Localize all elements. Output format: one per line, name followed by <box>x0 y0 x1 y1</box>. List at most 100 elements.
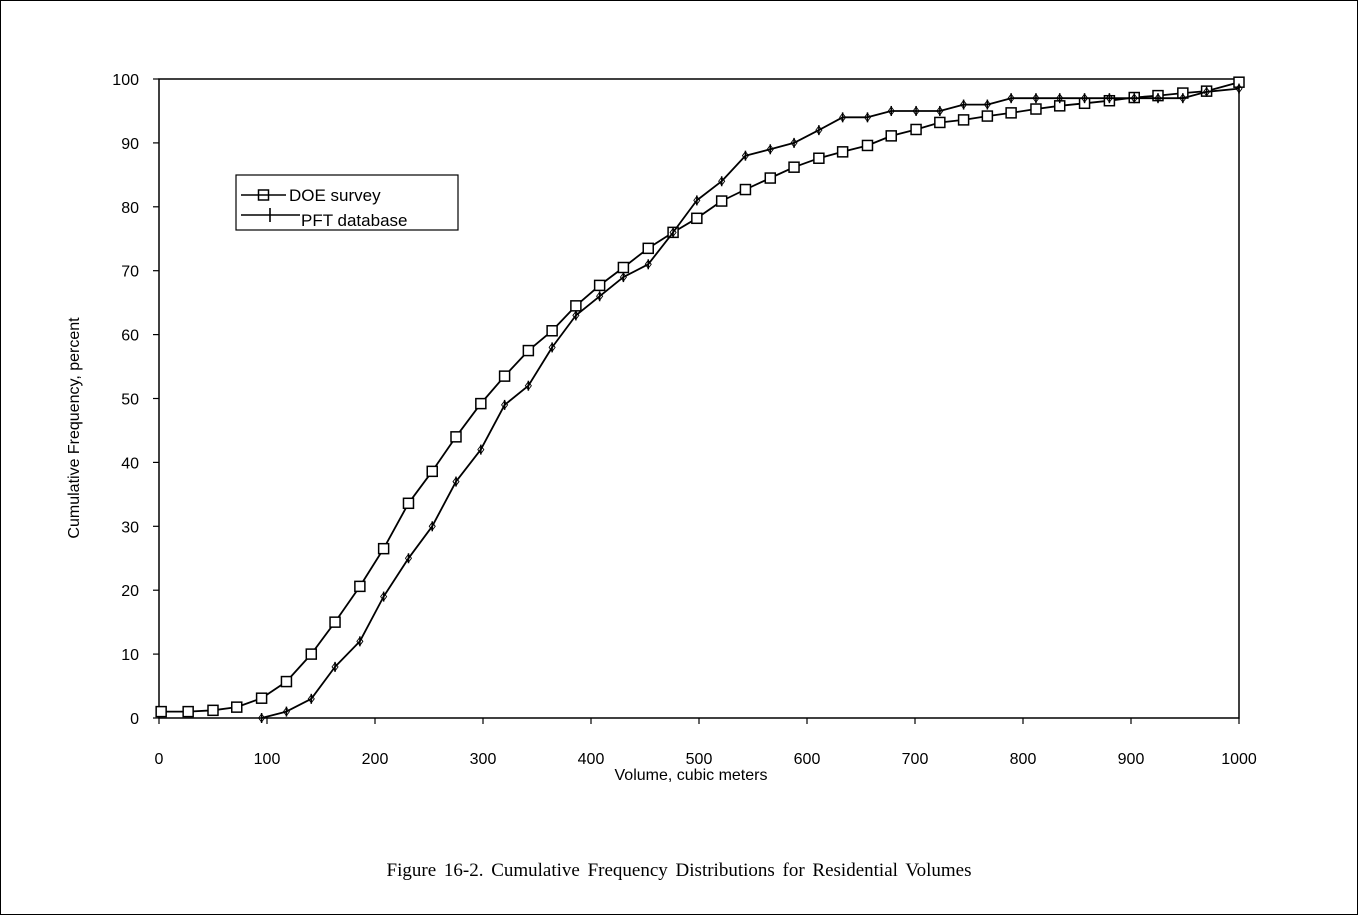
series-pft-database <box>258 83 1243 723</box>
y-tick-label: 20 <box>121 583 139 600</box>
y-tick-label: 0 <box>130 711 139 728</box>
data-point-diamond <box>912 106 920 116</box>
data-point-diamond <box>1032 93 1040 103</box>
data-point-square <box>377 542 390 555</box>
data-point-diamond <box>1080 93 1089 103</box>
data-point-square <box>910 123 922 136</box>
data-point-diamond <box>1203 87 1211 97</box>
data-point-square <box>255 692 268 704</box>
x-tick-label: 900 <box>1118 751 1145 768</box>
data-point-diamond <box>548 342 556 353</box>
data-point-diamond <box>936 106 944 116</box>
x-tick-label: 1000 <box>1221 751 1257 768</box>
data-point-square <box>981 110 994 122</box>
data-point-square <box>788 161 800 173</box>
data-point-diamond <box>331 662 339 672</box>
legend-box <box>235 174 459 231</box>
y-tick-label: 90 <box>121 136 139 153</box>
data-point-square <box>354 580 366 593</box>
figure-caption: Figure 16-2. Cumulative Frequency Distri… <box>386 860 972 881</box>
legend-marker-doe <box>257 189 270 201</box>
data-point-diamond <box>619 272 627 282</box>
data-point-square <box>475 397 487 410</box>
data-point-square <box>280 675 293 688</box>
data-point-square <box>546 325 558 337</box>
data-point-square <box>498 370 511 382</box>
data-point-square <box>1005 107 1017 119</box>
data-point-square <box>593 279 606 292</box>
x-tick-label: 700 <box>902 751 929 768</box>
data-point-square <box>764 172 777 184</box>
data-point-diamond <box>356 636 364 647</box>
x-tick-label: 800 <box>1010 751 1037 768</box>
y-tick-label: 50 <box>121 392 139 409</box>
data-point-diamond <box>839 112 847 123</box>
x-axis-label: Volume, cubic meters <box>615 767 768 784</box>
data-point-diamond <box>380 591 388 602</box>
data-point-square <box>813 152 825 164</box>
data-point-diamond <box>307 694 315 704</box>
x-tick-label: 200 <box>362 751 389 768</box>
data-point-diamond <box>258 713 266 723</box>
data-point-diamond <box>596 291 604 302</box>
data-point-square <box>739 183 752 196</box>
data-point-diamond <box>1007 93 1015 103</box>
data-point-diamond <box>718 176 726 186</box>
x-tick-label: 300 <box>470 751 497 768</box>
data-point-diamond <box>1179 93 1187 103</box>
data-point-square <box>426 465 438 478</box>
y-tick-label: 60 <box>121 328 139 345</box>
data-point-diamond <box>477 444 485 455</box>
data-point-square <box>617 261 630 274</box>
data-point-square <box>861 139 874 152</box>
x-tick-label: 500 <box>686 751 713 768</box>
data-point-square <box>207 704 219 717</box>
data-point-diamond <box>887 106 895 116</box>
data-point-diamond <box>790 138 798 148</box>
y-tick-label: 100 <box>112 72 139 89</box>
data-point-square <box>305 648 318 660</box>
data-point-diamond <box>863 112 872 123</box>
data-point-square <box>231 701 243 713</box>
data-point-diamond <box>1056 93 1064 103</box>
data-point-diamond <box>524 380 532 391</box>
data-point-diamond <box>428 521 436 532</box>
data-point-diamond <box>452 476 460 487</box>
data-point-square <box>715 195 728 207</box>
data-point-square <box>155 705 167 718</box>
data-point-diamond <box>766 144 774 155</box>
x-tick-label: 0 <box>155 751 164 768</box>
data-point-square <box>957 114 970 126</box>
y-tick-label: 80 <box>121 200 139 217</box>
legend: DOE survey PFT database <box>235 174 459 231</box>
y-axis-label: Cumulative Frequency, percent <box>66 317 83 539</box>
data-point-diamond <box>960 99 968 110</box>
data-point-square <box>836 146 849 158</box>
x-tick-label: 400 <box>578 751 605 768</box>
data-point-diamond <box>669 227 677 238</box>
data-point-diamond <box>1154 93 1162 103</box>
legend-label-pft: PFT database <box>301 211 407 230</box>
data-point-square <box>691 212 703 225</box>
y-tick-label: 40 <box>121 455 139 472</box>
y-tick-label: 30 <box>121 519 139 536</box>
data-point-square <box>570 300 582 312</box>
data-point-square <box>885 130 897 142</box>
data-point-square <box>934 116 946 129</box>
y-tick-label: 70 <box>121 264 139 281</box>
data-point-diamond <box>572 310 580 321</box>
data-point-square <box>329 616 341 628</box>
data-point-diamond <box>741 150 750 161</box>
legend-label-doe: DOE survey <box>289 186 381 205</box>
data-point-diamond <box>1105 93 1113 103</box>
data-point-square <box>522 344 535 357</box>
series-doe-survey <box>155 76 1245 718</box>
data-point-diamond <box>815 125 823 135</box>
y-tick-label: 10 <box>121 647 139 664</box>
chart-series-layer <box>155 76 1245 723</box>
x-tick-label: 100 <box>254 751 281 768</box>
data-point-diamond <box>282 706 291 717</box>
data-point-diamond <box>644 259 652 270</box>
